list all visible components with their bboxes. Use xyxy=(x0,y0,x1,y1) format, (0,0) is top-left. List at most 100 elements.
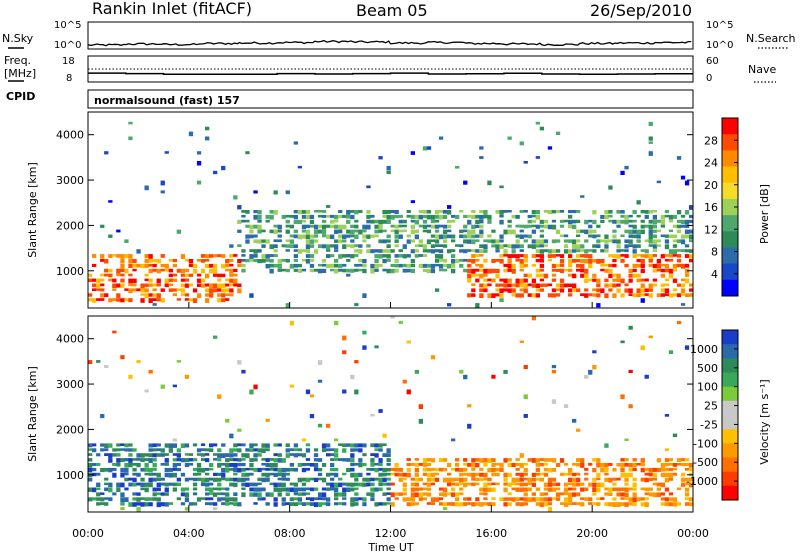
velocity-cell xyxy=(463,472,468,476)
velocity-cell xyxy=(531,472,536,477)
velocity-cell xyxy=(378,502,383,506)
velocity-cell xyxy=(297,453,302,457)
velocity-cell xyxy=(620,497,625,500)
velocity-cell xyxy=(338,443,343,446)
velocity-cell xyxy=(305,448,311,453)
colorbar-segment xyxy=(722,118,738,135)
power-cell xyxy=(422,219,428,224)
velocity-cell xyxy=(289,384,294,388)
power-cell xyxy=(370,268,375,274)
power-cell xyxy=(555,249,561,253)
velocity-cell xyxy=(160,477,165,481)
power-cell xyxy=(656,268,661,272)
power-cell xyxy=(628,214,633,218)
power-cell xyxy=(624,283,629,287)
power-cell xyxy=(539,244,544,248)
power-cell xyxy=(104,293,109,298)
power-cell xyxy=(301,219,307,223)
velocity-cell xyxy=(140,482,145,487)
power-cell xyxy=(124,298,129,302)
velocity-cell xyxy=(265,418,270,422)
power-cell xyxy=(144,263,149,268)
power-cell xyxy=(568,283,573,287)
power-cell xyxy=(225,288,230,293)
power-cell xyxy=(442,268,448,272)
power-cell xyxy=(652,224,657,229)
velocity-cell xyxy=(285,443,290,448)
velocity-cell xyxy=(660,492,665,496)
power-cell xyxy=(580,263,585,269)
power-cell xyxy=(398,249,403,253)
velocity-cell xyxy=(293,443,298,448)
velocity-cell xyxy=(253,482,258,487)
velocity-cell xyxy=(640,345,645,351)
power-cell xyxy=(136,288,141,292)
power-cell xyxy=(584,229,589,235)
velocity-cell xyxy=(447,463,452,468)
velocity-cell xyxy=(104,487,109,492)
power-cell xyxy=(656,259,661,264)
power-cell xyxy=(257,259,262,264)
velocity-cell xyxy=(124,458,129,462)
power-cell xyxy=(414,254,419,258)
velocity-cell xyxy=(221,497,226,501)
power-cell xyxy=(596,239,601,244)
velocity-cell xyxy=(515,477,520,482)
power-cell xyxy=(588,234,593,238)
power-cell xyxy=(499,185,504,189)
velocity-cell xyxy=(568,487,573,491)
power-cell xyxy=(108,278,113,282)
power-cell xyxy=(108,298,113,303)
velocity-cell xyxy=(479,492,484,496)
power-cell xyxy=(233,283,238,287)
velocity-colorbar-label: Velocity [m s⁻¹] xyxy=(758,379,771,464)
power-cell xyxy=(447,219,452,223)
power-cell xyxy=(535,288,540,292)
power-cell xyxy=(285,239,290,242)
power-cell xyxy=(640,219,645,223)
time-axis-label: Time UT xyxy=(367,541,413,554)
power-cell xyxy=(293,210,298,214)
velocity-cell xyxy=(406,389,411,395)
velocity-cell xyxy=(572,502,577,505)
power-cell xyxy=(588,249,593,252)
power-cell xyxy=(563,249,569,254)
velocity-cell xyxy=(374,487,379,492)
velocity-cell xyxy=(229,448,234,453)
power-cell xyxy=(394,263,399,268)
velocity-cell xyxy=(366,472,371,476)
velocity-cell xyxy=(547,502,553,506)
power-cell xyxy=(547,254,553,258)
velocity-cell xyxy=(249,492,254,497)
power-cell xyxy=(664,263,670,269)
velocity-cell xyxy=(442,467,448,472)
power-cell xyxy=(628,239,633,244)
power-cell xyxy=(463,229,468,233)
power-cell xyxy=(487,268,492,274)
velocity-cell xyxy=(273,453,278,457)
velocity-cell xyxy=(253,502,258,505)
power-cell xyxy=(636,293,641,297)
power-cell xyxy=(519,229,524,233)
velocity-cell xyxy=(136,458,141,461)
velocity-cell xyxy=(604,477,609,482)
power-cell xyxy=(100,259,105,262)
power-cell xyxy=(394,268,399,273)
velocity-cell xyxy=(148,458,153,463)
velocity-cell xyxy=(229,502,234,505)
velocity-cell xyxy=(350,497,355,503)
colorbar-segment xyxy=(722,386,738,402)
power-cell xyxy=(261,244,266,248)
velocity-cell xyxy=(346,487,351,492)
velocity-cell xyxy=(354,492,359,496)
power-cell xyxy=(321,224,327,230)
power-cell xyxy=(301,210,307,214)
power-cell xyxy=(128,283,133,287)
power-cell xyxy=(358,229,363,235)
power-cell xyxy=(551,219,557,223)
power-cell xyxy=(213,254,218,258)
power-cell xyxy=(487,239,492,243)
power-cell xyxy=(410,268,415,274)
velocity-cell xyxy=(515,458,520,461)
